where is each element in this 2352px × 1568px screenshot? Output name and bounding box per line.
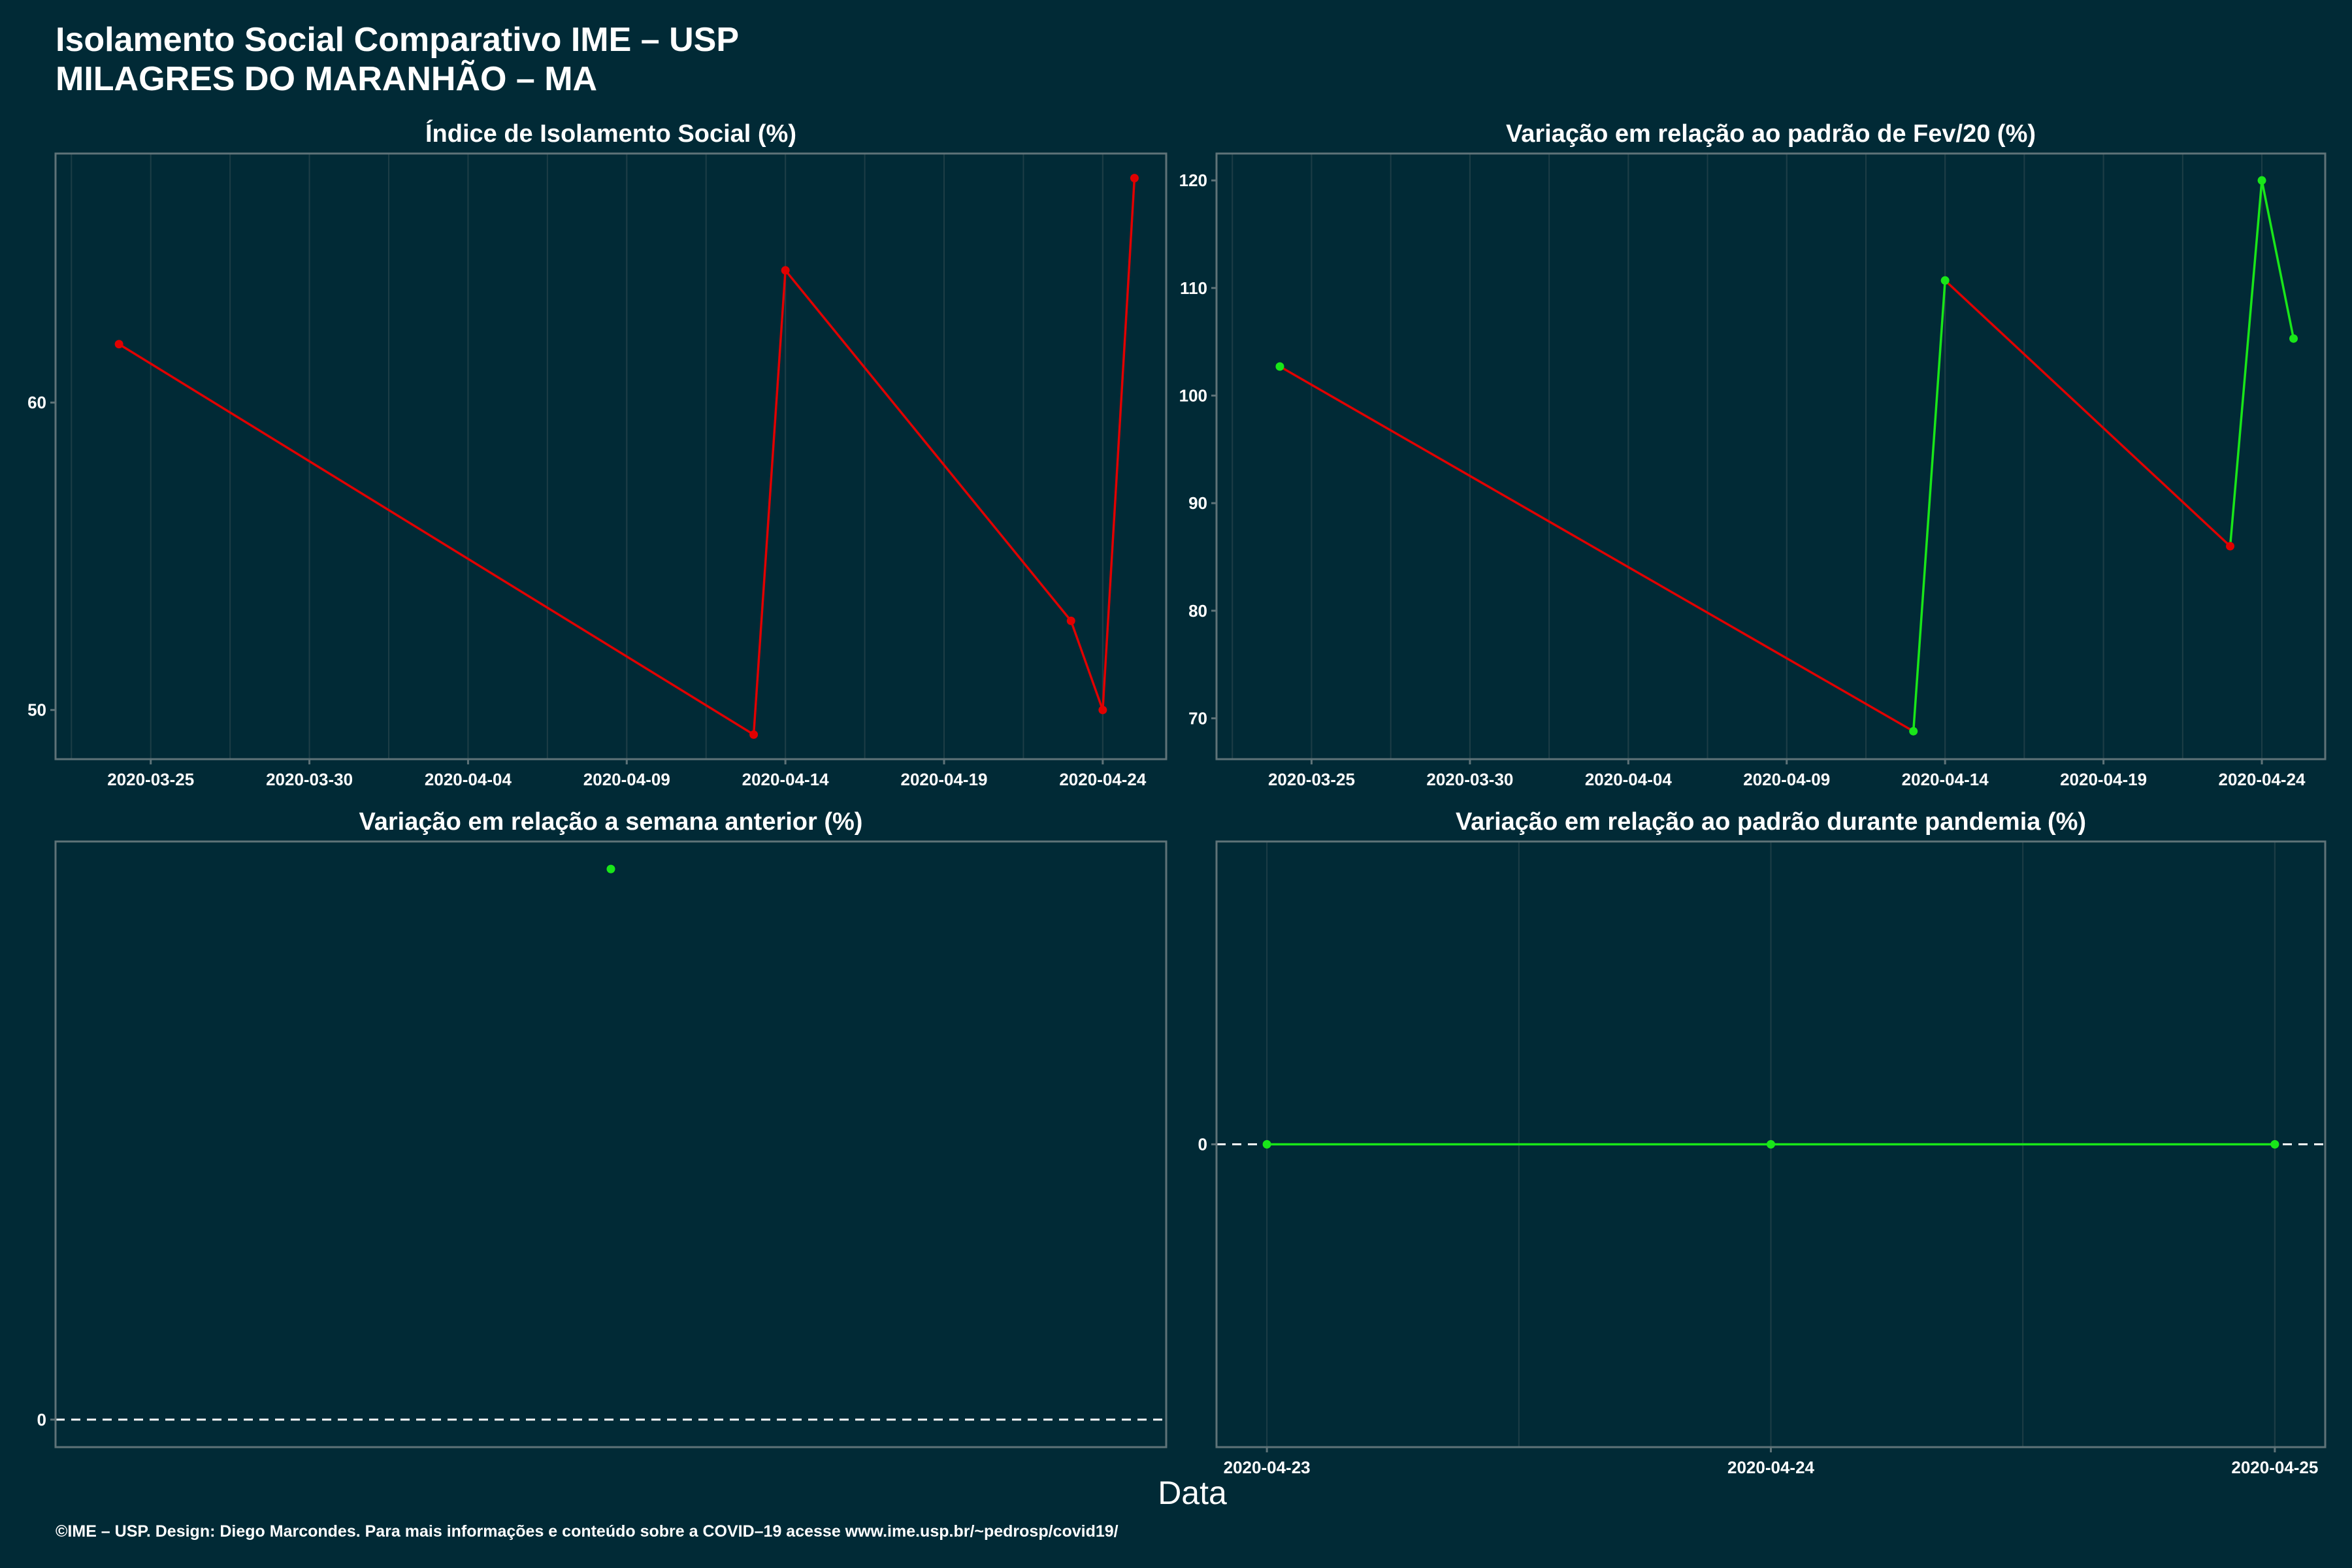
data-point (1767, 1140, 1775, 1149)
y-tick-label: 80 (1188, 601, 1207, 621)
series-segment (2229, 180, 2263, 547)
series-segment (118, 343, 755, 736)
x-tick-label: 2020-04-04 (425, 770, 512, 789)
series-segment (784, 269, 1072, 622)
y-tick-label: 110 (1180, 278, 1207, 298)
x-tick-label: 2020-04-25 (2231, 1458, 2318, 1477)
data-point (1098, 706, 1107, 715)
x-tick-label: 2020-04-23 (1224, 1458, 1311, 1477)
x-tick-label: 2020-04-24 (2219, 770, 2306, 789)
data-point (606, 864, 615, 874)
data-point (1130, 174, 1139, 183)
y-tick-label: 60 (27, 393, 46, 412)
series-segment (1944, 280, 2231, 547)
panel-border (54, 152, 1168, 760)
panel-1: Índice de Isolamento Social (%) 2020-03-2… (27, 119, 1168, 789)
x-tick-label: 2020-04-24 (1727, 1458, 1815, 1477)
panel-border (1215, 152, 2327, 760)
y-tick-label: 120 (1179, 171, 1207, 190)
figure-title-line2: MILAGRES DO MARANHÃO – MA (56, 59, 597, 98)
series-segment (1279, 365, 1914, 732)
data-point (1262, 1140, 1271, 1149)
data-point (1940, 276, 1950, 285)
panel-2: Variação em relação ao padrão de Fev/20 … (1179, 120, 2327, 789)
chart-panels: Índice de Isolamento Social (%) 2020-03-2… (27, 119, 2327, 1477)
data-point (1066, 616, 1075, 625)
y-tick-label: 100 (1179, 385, 1207, 405)
x-tick-label: 2020-03-25 (107, 770, 194, 789)
series-segment (1070, 620, 1104, 711)
series-segment (1102, 178, 1136, 710)
x-tick-label: 2020-04-14 (1902, 770, 1989, 789)
x-tick-label: 2020-04-09 (1743, 770, 1830, 789)
data-point (781, 266, 790, 275)
panel-4: Variação em relação ao padrão durante pa… (1198, 808, 2327, 1477)
caption-text: ©IME – USP. Design: Diego Marcondes. Par… (56, 1522, 1119, 1541)
data-point (1275, 362, 1284, 371)
y-tick-label: 0 (1198, 1135, 1207, 1154)
x-tick-label: 2020-04-24 (1059, 770, 1147, 789)
series-segment (1912, 280, 1946, 732)
y-tick-label: 0 (37, 1410, 46, 1429)
x-tick-label: 2020-03-30 (266, 770, 353, 789)
panel-border (54, 840, 1168, 1448)
series-segment (2261, 180, 2295, 339)
panel-3: Variação em relação a semana anterior (%… (37, 808, 1168, 1448)
panel-title: Variação em relação a semana anterior (%… (359, 808, 863, 836)
panel-title: Índice de Isolamento Social (%) (425, 119, 796, 148)
x-tick-label: 2020-03-30 (1426, 770, 1513, 789)
x-tick-label: 2020-04-09 (583, 770, 670, 789)
data-point (2289, 334, 2298, 343)
data-point (1909, 727, 1918, 736)
series-segment (752, 270, 787, 735)
x-tick-label: 2020-04-19 (2060, 770, 2147, 789)
data-point (2257, 176, 2266, 185)
x-tick-label: 2020-04-04 (1585, 770, 1673, 789)
y-tick-label: 70 (1188, 708, 1207, 728)
data-point (2270, 1140, 2279, 1149)
figure-title-line1: Isolamento Social Comparativo IME – USP (56, 21, 739, 59)
data-point (749, 730, 759, 739)
panel-title: Variação em relação ao padrão durante pa… (1456, 808, 2086, 836)
y-tick-label: 50 (27, 700, 46, 720)
x-tick-label: 2020-03-25 (1268, 770, 1355, 789)
x-tick-label: 2020-04-14 (742, 770, 830, 789)
y-tick-label: 90 (1188, 493, 1207, 513)
x-tick-label: 2020-04-19 (901, 770, 988, 789)
data-point (2226, 542, 2235, 551)
x-axis-label: Data (1158, 1475, 1227, 1511)
data-point (114, 340, 123, 349)
panel-title: Variação em relação ao padrão de Fev/20 … (1506, 120, 2036, 148)
